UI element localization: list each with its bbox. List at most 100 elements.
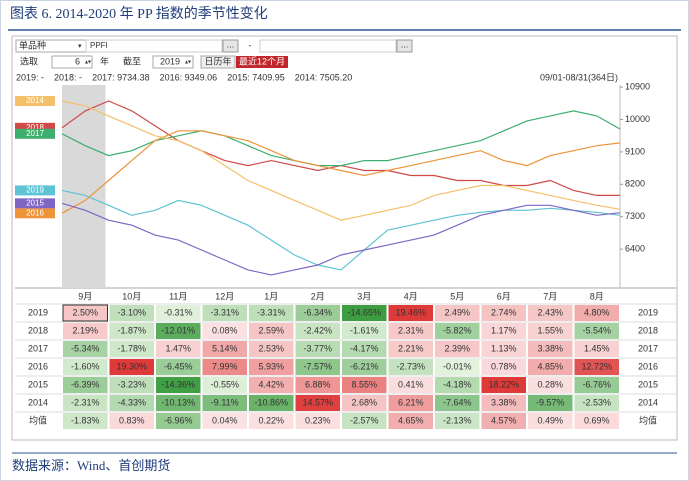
cell-bg [202,359,247,375]
cell: 1.55% [537,325,563,335]
series-start-label: 2019 [26,186,44,195]
cell: 2.21% [398,343,424,353]
series-start-label: 2017 [26,129,44,138]
cell: 3.38% [537,343,563,353]
calendar-button[interactable] [200,55,236,69]
legend-entry: 2017: 9734.38 [92,72,150,82]
spin-2: ▴▾ [185,60,191,66]
cell-bg [295,341,340,357]
cell: 19.46% [395,307,426,317]
cell: -5.54% [582,325,611,335]
browse-label-2: ... [401,39,409,49]
cell-bg [109,305,154,321]
cell: -9.57% [536,397,565,407]
row-label-right: 2015 [638,379,658,389]
table-header: 7月 [543,291,557,301]
cell-bg [202,413,247,429]
cell: 0.49% [537,415,563,425]
cell: -2.57% [350,415,379,425]
series-start-marker [15,122,55,133]
cell: 3.38% [491,397,517,407]
series-start-marker [15,208,55,219]
cell-bg [574,377,619,393]
cell: -1.61% [350,325,379,335]
cell-bg [202,377,247,393]
cell: 0.08% [212,325,238,335]
cell-bg [528,323,573,339]
code-field-2[interactable] [259,39,397,53]
cell-bg [574,341,619,357]
cell-bg [63,341,108,357]
end-year-field[interactable] [152,55,194,69]
date-range: 09/01-08/31(364日) [540,72,618,82]
row-label-right: 2014 [638,397,658,407]
cell: 1.45% [584,343,610,353]
cell: -6.96% [164,415,193,425]
cell: 2.39% [444,343,470,353]
row-label: 2016 [28,361,48,371]
row-label: 2015 [28,379,48,389]
cell-bg [342,377,387,393]
series-line [61,130,621,214]
cell-bg [481,341,526,357]
series-start-marker [15,128,55,139]
cell-bg [481,377,526,393]
cell-bg [202,395,247,411]
select-label: 选取 [20,55,38,66]
cell-bg [388,413,433,429]
cell-bg [388,377,433,393]
cell: -10.13% [161,397,195,407]
cell: 2.74% [491,307,517,317]
table-header: 11月 [169,291,187,301]
cell: -1.83% [71,415,100,425]
cell-bg [249,305,294,321]
cell-bg [62,304,108,322]
table-header: 6月 [497,291,511,301]
cell: -3.31% [210,307,239,317]
table-header: 9月 [78,291,92,301]
cell-bg [109,323,154,339]
cell-bg [574,413,619,429]
year-unit: 年 [100,55,109,66]
cell: -7.64% [443,397,472,407]
dash: - [249,40,252,50]
cell: -0.55% [210,379,239,389]
cell: -3.77% [303,343,332,353]
years-field[interactable] [51,55,93,69]
cell: -12.01% [161,325,195,335]
cell: 0.23% [305,415,331,425]
cell-bg [435,323,480,339]
cell-bg [156,323,201,339]
selected-month-band [62,85,106,288]
table-header: 8月 [590,291,604,301]
cell-bg [435,341,480,357]
cell: -9.11% [211,397,239,407]
legend-entry: 2016: 9349.06 [160,72,218,82]
cell: -14.65% [347,307,381,317]
cell: 5.93% [258,361,284,371]
cell-bg [342,323,387,339]
cell-bg [156,395,201,411]
cell-bg [156,377,201,393]
cell: 2.43% [537,307,563,317]
cell-bg [388,359,433,375]
browse-button[interactable] [222,39,239,53]
browse-button-2[interactable] [396,39,413,53]
code-field[interactable] [85,39,223,53]
series-line [61,189,621,271]
cell-bg [156,359,201,375]
cell-bg [156,305,201,321]
y-tick-label: 10900 [625,81,650,91]
cell-bg [249,341,294,357]
recent-button[interactable] [236,56,288,68]
cell: 4.42% [258,379,284,389]
cell: 2.31% [398,325,424,335]
cell: 6.88% [305,379,331,389]
cell: 0.22% [258,415,284,425]
series-start-label: 2018 [26,123,44,132]
cell: -1.60% [71,361,100,371]
row-label-right: 2018 [638,325,658,335]
cell: -4.18% [443,379,472,389]
cell-bg [63,359,108,375]
table-header: 2月 [311,291,325,301]
